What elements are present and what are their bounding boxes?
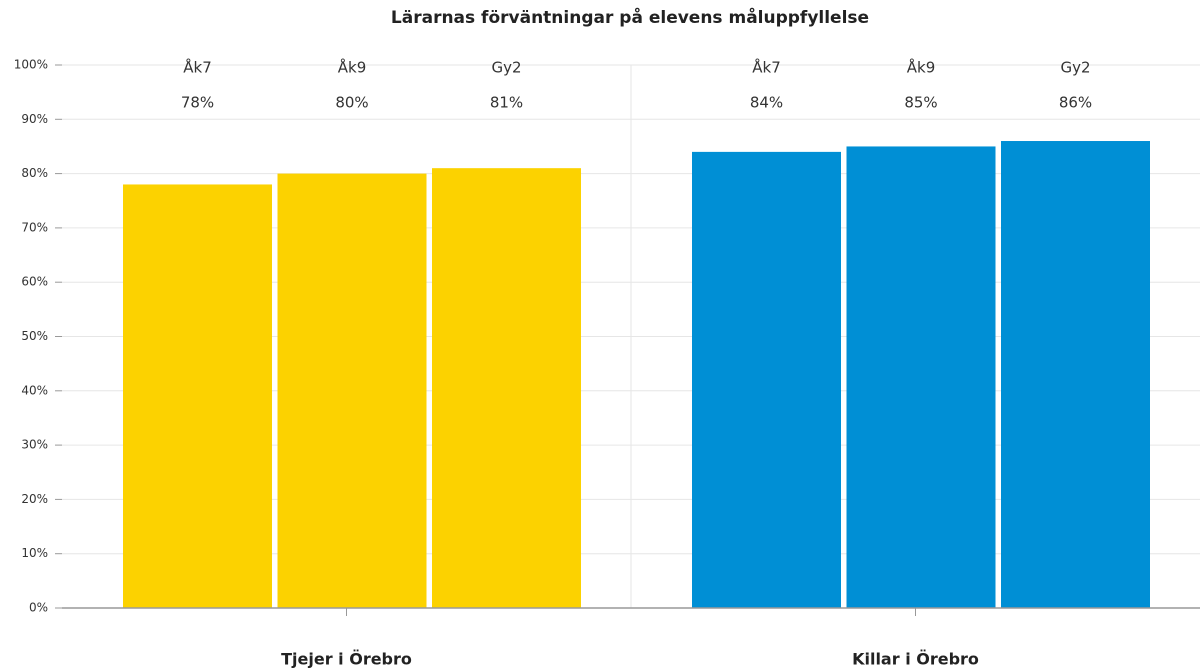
y-tick-label: 40% <box>21 383 48 397</box>
y-tick-label: 60% <box>21 275 48 289</box>
bar <box>277 173 427 608</box>
y-tick-label: 70% <box>21 220 48 234</box>
bar <box>432 168 581 609</box>
y-tick-label: 90% <box>21 112 48 126</box>
bar-category-label: Åk9 <box>907 58 936 77</box>
value-label: 81% <box>490 94 523 112</box>
value-label: 80% <box>335 94 368 112</box>
y-tick-label: 100% <box>14 58 48 72</box>
y-tick-label: 30% <box>21 438 48 452</box>
bar <box>846 146 996 608</box>
bar-category-label: Gy2 <box>491 59 521 77</box>
bar-category-label: Åk9 <box>338 58 367 77</box>
bar <box>123 184 272 608</box>
value-label: 86% <box>1059 94 1092 112</box>
y-tick-label: 80% <box>21 166 48 180</box>
group-label: Killar i Örebro <box>852 650 979 669</box>
y-tick-label: 20% <box>21 492 48 506</box>
bar <box>1001 141 1150 608</box>
bar-category-label: Åk7 <box>183 58 212 77</box>
bar-category-label: Åk7 <box>752 58 781 77</box>
group-label: Tjejer i Örebro <box>281 650 412 669</box>
bar <box>692 151 841 608</box>
chart-title: Lärarnas förväntningar på elevens målupp… <box>391 6 869 28</box>
y-tick-label: 0% <box>29 601 48 615</box>
bar-category-label: Gy2 <box>1060 59 1090 77</box>
value-label: 85% <box>904 94 937 112</box>
value-label: 84% <box>750 94 783 112</box>
value-label: 78% <box>181 94 214 112</box>
y-tick-label: 10% <box>21 546 48 560</box>
y-tick-label: 50% <box>21 329 48 343</box>
